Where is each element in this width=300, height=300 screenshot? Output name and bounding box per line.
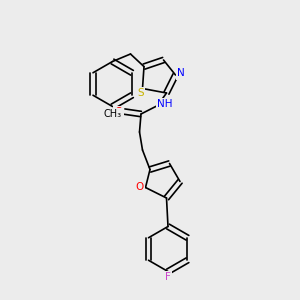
Text: N: N — [177, 68, 185, 79]
Text: O: O — [135, 182, 144, 193]
Text: S: S — [138, 88, 144, 98]
Text: NH: NH — [157, 99, 173, 109]
Text: O: O — [114, 106, 123, 117]
Text: F: F — [165, 272, 171, 283]
Text: CH₃: CH₃ — [103, 109, 122, 119]
